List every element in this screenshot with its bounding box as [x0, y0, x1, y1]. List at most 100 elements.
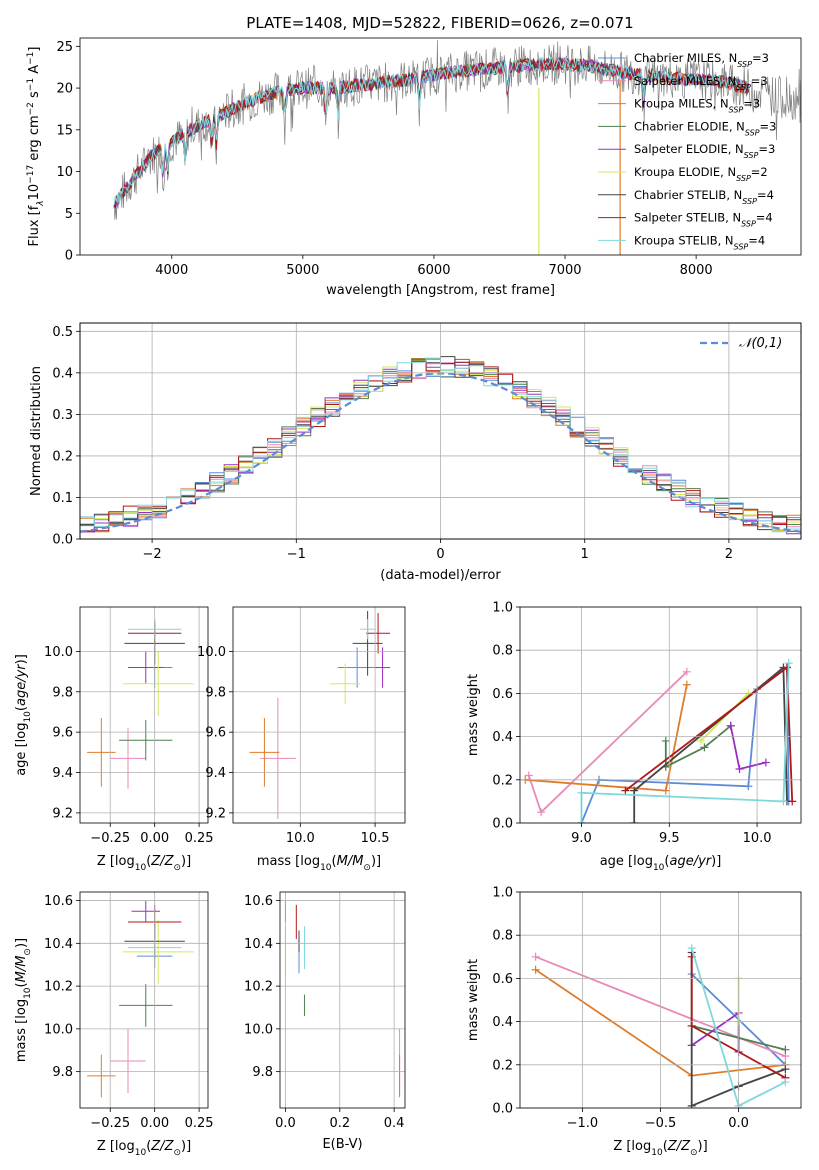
- panel-2-ylabel-part: )]: [14, 654, 29, 664]
- flux-axis-label-part: ]: [27, 47, 42, 52]
- weight-marker-6: [630, 786, 639, 795]
- y-tick-label: 0.4: [492, 1015, 513, 1030]
- legend-entry-part: =3: [758, 142, 775, 156]
- legend-entry-part: Salpeter ELODIE, N: [634, 142, 744, 156]
- wavelength-axis-label: wavelength [Angstrom, rest frame]: [326, 283, 555, 298]
- legend-entry-part: =3: [752, 51, 769, 65]
- y-tick-label: 0.0: [492, 817, 513, 832]
- x-tick-label: −0.25: [90, 831, 130, 846]
- flux-axis-label: Flux [fλ10−17 erg cm−2 s−1 A−1]: [26, 47, 46, 247]
- panel-2-ylabel-part: 10: [23, 711, 33, 723]
- panel-3-xlabel: mass [log10(M/M⊙)]: [257, 854, 381, 873]
- panel-2-ylabel-part: (: [14, 706, 29, 711]
- flux-axis-label-part: s: [27, 91, 42, 102]
- y-tick-label: 10.4: [44, 937, 73, 952]
- y-tick-label: 9.8: [205, 685, 226, 700]
- panel-5-xlabel-part: ⊙: [173, 1148, 181, 1158]
- weight-line-4: [729, 725, 767, 771]
- y-tick-label: 0.6: [492, 972, 513, 987]
- legend-entry-part: SSP: [737, 60, 752, 69]
- legend-entry-8: Kroupa STELIB, NSSP=4: [634, 233, 765, 251]
- panel-3-frame: [232, 606, 406, 824]
- panel-6-frame: [279, 891, 406, 1109]
- y-tick-label: 9.8: [252, 1065, 273, 1080]
- x-tick-label: 0.2: [329, 1116, 350, 1131]
- panel-3-xlabel-part: 10: [320, 863, 332, 873]
- y-tick-label: 10.0: [44, 645, 73, 660]
- distribution-axis-label: Normed distribution: [29, 366, 44, 496]
- panel-5-xlabel-part: (: [146, 1139, 151, 1154]
- legend-entry-part: Salpeter MILES, N: [634, 74, 736, 88]
- x-tick-label: 0.0: [728, 1116, 749, 1131]
- panel-4-xlabel-part: 10: [653, 863, 665, 873]
- legend-entry-part: =4: [756, 211, 773, 225]
- legend-entry-0: Chabrier MILES, NSSP=3: [634, 51, 769, 69]
- legend-entry-part: =3: [760, 119, 777, 133]
- panel-4-xlabel-part: age/yr: [669, 854, 712, 869]
- weight-marker-8: [784, 659, 793, 668]
- y-tick-label: 9.6: [205, 726, 226, 741]
- y-tick-label: 0.2: [52, 449, 73, 464]
- weight-marker-5: [696, 736, 705, 745]
- y-tick-label: 0.2: [492, 1058, 513, 1073]
- y-tick-label: 10.6: [244, 894, 273, 909]
- x-tick-label: 0.00: [140, 831, 169, 846]
- panel-3-xlabel-part: mass [log: [257, 854, 320, 869]
- weight-marker-1: [524, 771, 533, 780]
- legend-entry-7: Salpeter STELIB, NSSP=4: [634, 211, 773, 229]
- y-tick-label: 0.5: [52, 325, 73, 340]
- legend-entry-part: =3: [743, 97, 760, 111]
- y-tick-label: 10.6: [44, 894, 73, 909]
- panel-2-frame: [79, 606, 209, 824]
- y-tick-label: 10.0: [197, 645, 226, 660]
- panel-4-xlabel: age [log10(age/yr)]: [600, 854, 722, 873]
- x-tick-label: 0.25: [185, 1116, 214, 1131]
- legend-entry-2: Kroupa MILES, NSSP=3: [634, 97, 760, 115]
- ebv-axis-label: E(B-V): [322, 1137, 362, 1152]
- panel-7-xlabel: Z [log10(Z/Z⊙)]: [613, 1139, 707, 1158]
- legend-entry-3: Chabrier ELODIE, NSSP=3: [634, 119, 776, 137]
- y-tick-label: 0.4: [492, 730, 513, 745]
- x-tick-label: 10.0: [286, 831, 315, 846]
- panel-1-frame-top: [79, 322, 802, 540]
- x-tick-label: 9.5: [659, 831, 680, 846]
- panel-5-ylabel-part: mass [log: [14, 999, 29, 1062]
- legend-entry-6: Chabrier STELIB, NSSP=4: [634, 188, 774, 206]
- y-tick-label: 10.2: [44, 980, 73, 995]
- y-tick-label: 5: [65, 207, 73, 222]
- x-tick-label: 0.0: [275, 1116, 296, 1131]
- panel-3-xlabel-part: )]: [371, 854, 381, 869]
- residual-axis-label: (data-model)/error: [380, 568, 501, 583]
- panel-4-xlabel-part: age [log: [600, 854, 653, 869]
- flux-axis-label-part: −17: [26, 165, 36, 184]
- weight-line-3: [664, 725, 732, 769]
- weight-marker-8: [687, 944, 696, 953]
- y-tick-label: 0.8: [492, 929, 513, 944]
- panel-5-plot: [87, 900, 194, 1098]
- flux-axis-label-part: λ: [36, 200, 46, 206]
- panel-6-plot: [284, 900, 401, 1098]
- weight-marker-3: [661, 736, 670, 745]
- panel-2-ylabel-part: age [log: [14, 723, 29, 776]
- x-tick-label: 8000: [680, 263, 713, 278]
- panel-4-xlabel-part: )]: [711, 854, 721, 869]
- x-tick-label: −2: [143, 547, 162, 562]
- panel-2-xlabel-part: Z [log: [97, 854, 135, 869]
- weight-marker-4: [761, 758, 770, 767]
- panel-2-xlabel-part: )]: [181, 854, 191, 869]
- panel-2-xlabel-part: Z/Z: [150, 854, 174, 869]
- legend-entry-part: Kroupa MILES, N: [634, 97, 729, 111]
- panel-7-xlabel-part: 10: [651, 1148, 663, 1158]
- legend-entry-part: =3: [751, 74, 768, 88]
- panel-2-xlabel-part: (: [146, 854, 151, 869]
- y-tick-label: 10: [56, 165, 73, 180]
- legend-entry-part: SSP: [744, 151, 759, 160]
- weight-marker-3: [700, 743, 709, 752]
- x-tick-label: 9.0: [571, 831, 592, 846]
- flux-axis-label-part: A: [27, 65, 42, 78]
- panel-5-xlabel: Z [log10(Z/Z⊙)]: [97, 1139, 191, 1158]
- x-tick-label: 0.25: [185, 831, 214, 846]
- flux-axis-label-part: −1: [26, 52, 36, 65]
- legend-normal-label: 𝒩(0,1): [739, 336, 782, 351]
- weight-marker-6: [630, 819, 639, 823]
